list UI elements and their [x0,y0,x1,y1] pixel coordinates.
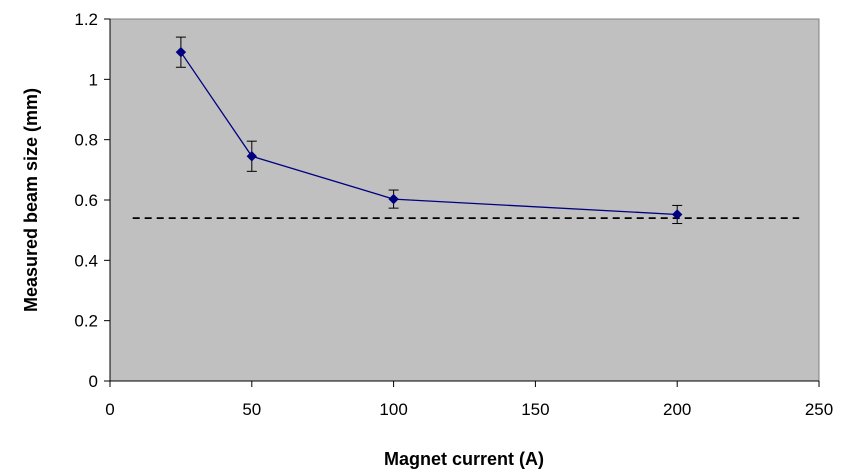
x-tick-label: 200 [663,400,691,419]
x-tick-label: 150 [521,400,549,419]
data-point [671,209,683,220]
y-tick-label: 0.4 [74,251,98,270]
x-tick-label: 250 [805,400,833,419]
x-tick-label: 100 [379,400,407,419]
series-line [180,51,678,216]
y-tick-label: 0 [89,372,98,391]
y-tick-label: 0.2 [74,312,98,331]
data-point [388,193,399,205]
y-tick-label: 1.2 [74,10,98,29]
x-tick-label: 0 [105,400,114,419]
data-point [175,46,187,58]
y-tick-label: 1 [89,70,98,89]
y-tick-label: 0.8 [74,131,98,150]
y-axis-title: Measured beam size (mm) [21,88,41,312]
data-point [246,151,258,162]
plot-area [109,18,820,382]
y-tick-label: 0.6 [74,191,98,210]
x-tick-label: 50 [242,400,261,419]
x-axis-title: Magnet current (A) [384,449,544,469]
